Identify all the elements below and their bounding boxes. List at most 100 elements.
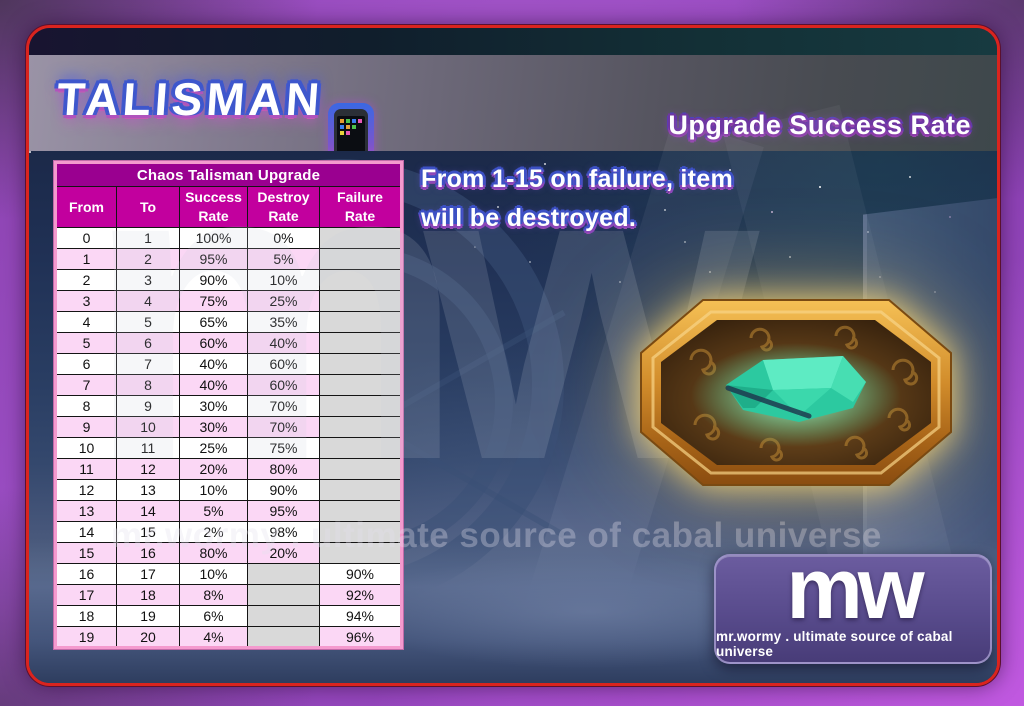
header-band: TALISMAN Upgrade Success Rate [29,55,997,179]
table-row: 0 1 100% 0% [55,227,402,249]
top-strip [29,28,997,55]
cell-success-rate: 30% [179,416,248,438]
cell-destroy-rate: 5% [247,248,320,270]
table-row: 12 13 10% 90% [55,479,402,501]
column-header: To [116,186,180,228]
upgrade-table-container: Chaos Talisman Upgrade From To Success Rat… [54,161,403,649]
cell-failure-rate [319,227,402,249]
page-title: TALISMAN [55,73,326,125]
cell-to: 3 [116,269,180,291]
cell-success-rate: 95% [179,248,248,270]
cell-success-rate: 30% [179,395,248,417]
cell-destroy-rate: 75% [247,437,320,459]
cell-from: 14 [55,521,117,543]
table-row: 9 10 30% 70% [55,416,402,438]
cell-destroy-rate [247,563,320,585]
cell-from: 13 [55,500,117,522]
cell-success-rate: 8% [179,584,248,606]
cell-to: 7 [116,353,180,375]
cell-from: 5 [55,332,117,354]
cell-success-rate: 10% [179,563,248,585]
cell-destroy-rate: 10% [247,269,320,291]
table-row: 16 17 10% 90% [55,563,402,585]
cell-from: 16 [55,563,117,585]
cell-destroy-rate: 95% [247,500,320,522]
table-row: 7 8 40% 60% [55,374,402,396]
mw-logo: mw mr.wormy . ultimate source of cabal u… [714,546,992,664]
cell-failure-rate [319,542,402,564]
mw-logo-initials: mw [786,541,924,637]
table-row: 5 6 60% 40% [55,332,402,354]
cell-to: 5 [116,311,180,333]
table-row: 14 15 2% 98% [55,521,402,543]
cell-destroy-rate: 35% [247,311,320,333]
cell-to: 14 [116,500,180,522]
main-panel: TALISMAN Upgrade Success Rate From 1-15 [26,25,1000,686]
cell-success-rate: 25% [179,437,248,459]
cell-failure-rate [319,500,402,522]
cell-from: 10 [55,437,117,459]
cell-from: 8 [55,395,117,417]
cell-destroy-rate: 60% [247,353,320,375]
mw-logo-tagline: mr.wormy . ultimate source of cabal univ… [716,629,953,660]
cell-to: 2 [116,248,180,270]
cell-failure-rate [319,311,402,333]
cell-destroy-rate [247,584,320,606]
cell-to: 17 [116,563,180,585]
cell-to: 12 [116,458,180,480]
cell-destroy-rate: 70% [247,395,320,417]
chaos-talisman-image [640,299,952,486]
cell-failure-rate: 94% [319,605,402,627]
cell-to: 20 [116,626,180,648]
failure-note: From 1-15 on failure, item will be destr… [421,160,733,238]
upgrade-rate-table: Chaos Talisman Upgrade From To Success Rat… [54,161,403,649]
table-row: 6 7 40% 60% [55,353,402,375]
cell-to: 19 [116,605,180,627]
cell-to: 16 [116,542,180,564]
table-row: 17 18 8% 92% [55,584,402,606]
cell-destroy-rate [247,626,320,648]
subtitle: Upgrade Success Rate [668,110,971,140]
cell-failure-rate [319,290,402,312]
cell-success-rate: 5% [179,500,248,522]
cell-failure-rate [319,395,402,417]
table-title: Chaos Talisman Upgrade [55,162,402,187]
cell-from: 19 [55,626,117,648]
stars-decoration [29,151,31,153]
cell-success-rate: 65% [179,311,248,333]
cell-failure-rate [319,332,402,354]
cell-failure-rate [319,269,402,291]
table-row: 8 9 30% 70% [55,395,402,417]
cell-to: 10 [116,416,180,438]
cell-success-rate: 6% [179,605,248,627]
cell-success-rate: 10% [179,479,248,501]
cell-destroy-rate: 60% [247,374,320,396]
table-row: 1 2 95% 5% [55,248,402,270]
table-row: 15 16 80% 20% [55,542,402,564]
cell-from: 11 [55,458,117,480]
cell-success-rate: 80% [179,542,248,564]
cell-failure-rate [319,479,402,501]
cell-success-rate: 100% [179,227,248,249]
cell-from: 17 [55,584,117,606]
table-row: 4 5 65% 35% [55,311,402,333]
table-row: 3 4 75% 25% [55,290,402,312]
cell-failure-rate [319,248,402,270]
cell-destroy-rate [247,605,320,627]
cell-to: 18 [116,584,180,606]
cell-from: 3 [55,290,117,312]
cell-from: 6 [55,353,117,375]
table-row: 18 19 6% 94% [55,605,402,627]
table-row: 13 14 5% 95% [55,500,402,522]
cell-from: 2 [55,269,117,291]
cell-success-rate: 75% [179,290,248,312]
cell-success-rate: 4% [179,626,248,648]
cell-success-rate: 60% [179,332,248,354]
cell-failure-rate [319,374,402,396]
cell-failure-rate [319,458,402,480]
cell-success-rate: 40% [179,374,248,396]
cell-failure-rate [319,416,402,438]
cell-destroy-rate: 90% [247,479,320,501]
cell-to: 9 [116,395,180,417]
